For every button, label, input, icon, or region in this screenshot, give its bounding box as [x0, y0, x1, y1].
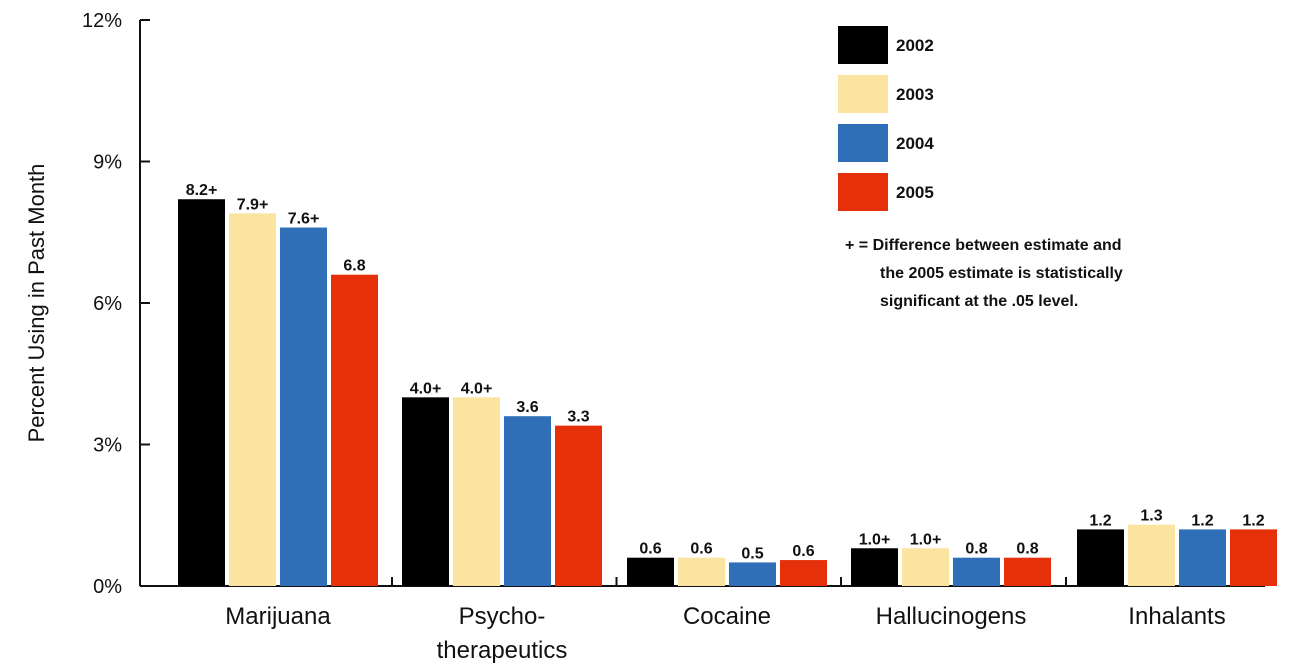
bar-2005 — [1230, 529, 1277, 586]
category-label: Psycho- — [459, 603, 546, 630]
bars — [178, 199, 1277, 587]
bar-2002 — [851, 548, 898, 586]
bar-value-label: 0.8 — [1016, 541, 1038, 558]
y-tick-label: 0% — [93, 576, 122, 598]
bar-value-label: 1.0+ — [859, 531, 891, 548]
bar-2003 — [902, 548, 949, 586]
bar-value-label: 7.6+ — [288, 211, 320, 228]
legend: 2002 2003 2004 2005 — [838, 26, 934, 211]
category-label: Inhalants — [1128, 603, 1225, 630]
bar-2004 — [280, 227, 327, 587]
legend-swatch-2005 — [838, 173, 888, 211]
value-labels: 8.2+ 7.9+ 7.6+ 6.8 4.0+ 4.0+ 3.6 3.3 0.6 0.6 0.5 0.… — [186, 182, 1265, 562]
bar-2005 — [1004, 557, 1051, 586]
bar-value-label: 6.8 — [343, 258, 365, 275]
legend-swatch-2002 — [838, 26, 888, 64]
bar-2004 — [504, 416, 551, 586]
bar-value-label: 0.8 — [965, 541, 987, 558]
bar-value-label: 4.0+ — [461, 380, 493, 397]
legend-swatch-2004 — [838, 124, 888, 162]
bar-value-label: 7.9+ — [237, 196, 269, 213]
category-label: Hallucinogens — [876, 603, 1027, 630]
bar-2004 — [953, 557, 1000, 586]
bar-2005 — [780, 560, 827, 586]
bar-value-label: 1.2 — [1191, 512, 1213, 529]
bar-2004 — [729, 562, 776, 586]
bar-value-label: 3.3 — [567, 409, 589, 426]
bar-value-label: 8.2+ — [186, 182, 218, 199]
bar-2005 — [555, 425, 602, 586]
bar-2003 — [453, 397, 500, 586]
legend-label: 2005 — [896, 183, 934, 202]
bar-2003 — [229, 213, 276, 586]
category-label: Marijuana — [225, 603, 331, 630]
bar-2003 — [1128, 524, 1175, 586]
category-label: Cocaine — [683, 603, 771, 630]
y-axis-title-group: Percent Using in Past Month — [24, 164, 49, 443]
y-tick-label: 9% — [93, 152, 122, 174]
bar-2002 — [627, 557, 674, 586]
bar-value-label: 1.0+ — [910, 531, 942, 548]
legend-swatch-2003 — [838, 75, 888, 113]
bar-value-label: 1.3 — [1140, 508, 1162, 525]
bar-2002 — [1077, 529, 1124, 586]
y-axis-title: Percent Using in Past Month — [24, 164, 49, 443]
bar-value-label: 3.6 — [516, 399, 538, 416]
bar-value-label: 0.6 — [690, 541, 712, 558]
bar-value-label: 0.5 — [741, 545, 763, 562]
legend-label: 2004 — [896, 134, 934, 153]
bar-2002 — [402, 397, 449, 586]
significance-note: + = Difference between estimate and the 2… — [845, 237, 1123, 310]
bar-2002 — [178, 199, 225, 586]
y-tick-label: 3% — [93, 435, 122, 457]
bar-value-label: 4.0+ — [410, 380, 442, 397]
bar-2004 — [1179, 529, 1226, 586]
bar-value-label: 0.6 — [792, 543, 814, 560]
bar-value-label: 1.2 — [1242, 512, 1264, 529]
note-line: the 2005 estimate is statistically — [880, 265, 1123, 282]
bar-2005 — [331, 274, 378, 586]
legend-label: 2003 — [896, 85, 934, 104]
y-tick-label: 6% — [93, 293, 122, 315]
category-label: therapeutics — [437, 637, 568, 664]
note-line: significant at the .05 level. — [880, 293, 1078, 310]
bar-value-label: 0.6 — [639, 541, 661, 558]
note-line: + = Difference between estimate and — [845, 237, 1122, 254]
bar-value-label: 1.2 — [1089, 512, 1111, 529]
y-tick-label: 12% — [82, 10, 122, 32]
bar-2003 — [678, 557, 725, 586]
legend-label: 2002 — [896, 36, 934, 55]
category-labels: Marijuana Psycho-therapeutics Cocaine Hallu… — [225, 603, 1225, 664]
